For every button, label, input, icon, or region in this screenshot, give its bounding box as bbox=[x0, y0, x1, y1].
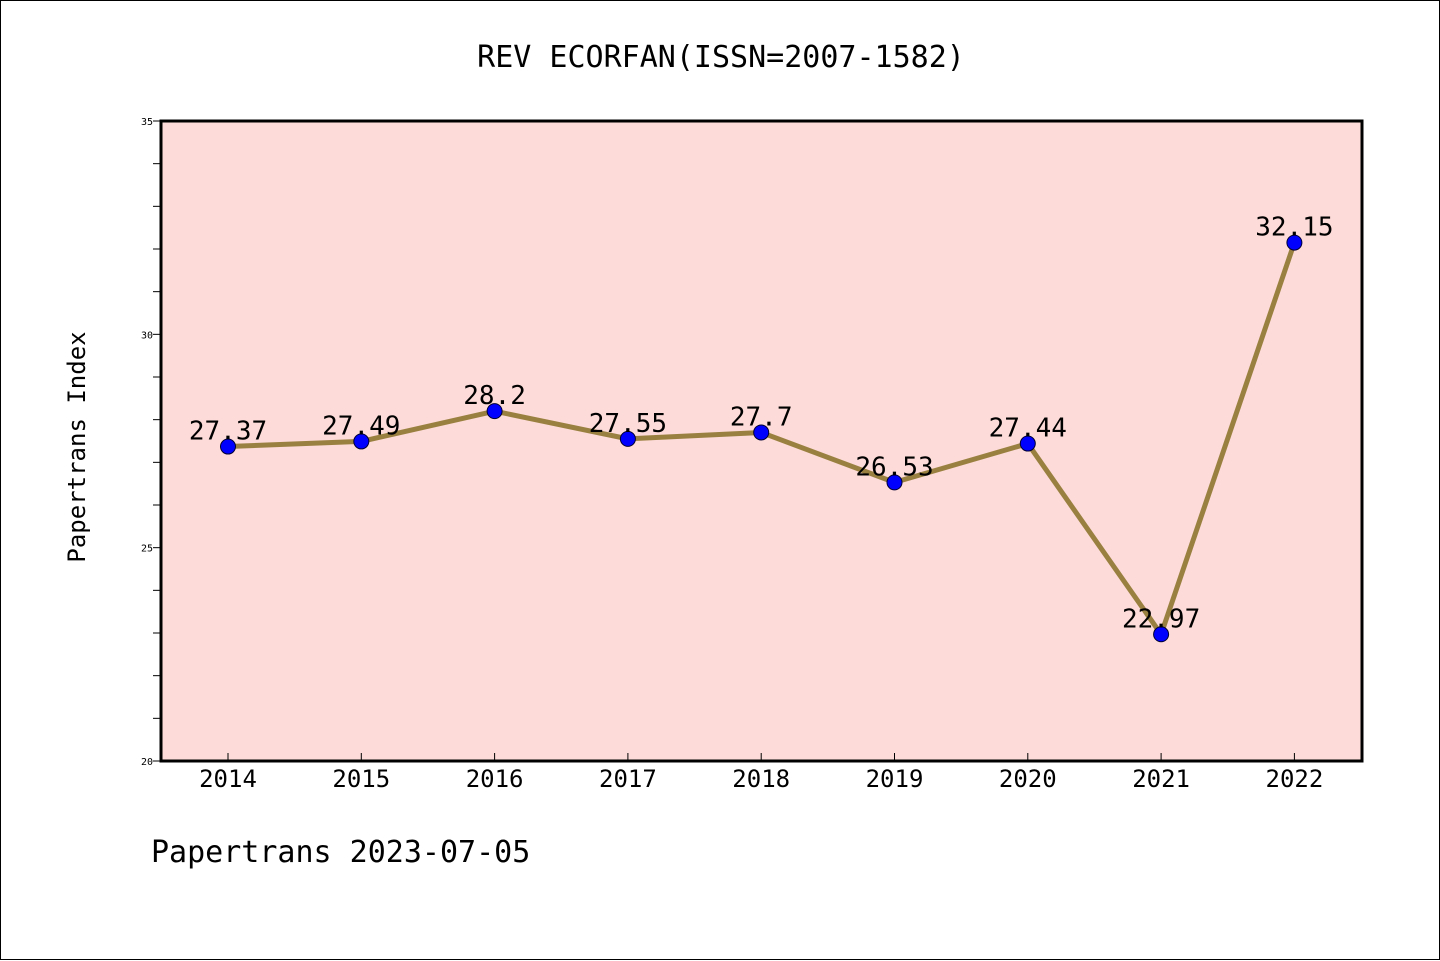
data-label: 27.55 bbox=[589, 409, 667, 439]
data-point bbox=[1153, 626, 1170, 643]
data-point bbox=[1019, 435, 1036, 452]
data-point bbox=[753, 424, 770, 441]
y-tick-label: 25 bbox=[141, 544, 153, 555]
data-label: 27.7 bbox=[730, 402, 793, 432]
chart-title: REV ECORFAN(ISSN=2007-1582) bbox=[477, 40, 965, 75]
x-tick-label: 2020 bbox=[999, 765, 1057, 793]
data-point bbox=[886, 474, 903, 491]
data-labels: 27.37 27.49 28.2 27.55 27.7 26.53 27.44 22.97 32… bbox=[189, 213, 1334, 635]
y-tick-label: 30 bbox=[141, 330, 153, 341]
x-axis: 2014 2015 2016 2017 2018 2019 2020 2021 2022 bbox=[199, 753, 1323, 793]
x-tick-label: 2017 bbox=[599, 765, 657, 793]
data-label: 26.53 bbox=[855, 452, 933, 482]
x-tick-label: 2021 bbox=[1132, 765, 1190, 793]
data-label: 22.97 bbox=[1122, 604, 1200, 634]
data-point bbox=[353, 433, 370, 450]
data-point bbox=[486, 403, 503, 420]
data-markers bbox=[220, 234, 1303, 643]
data-label: 27.49 bbox=[322, 411, 400, 441]
x-tick-label: 2019 bbox=[866, 765, 924, 793]
data-point bbox=[1286, 234, 1303, 251]
x-tick-label: 2018 bbox=[732, 765, 790, 793]
footer-caption: Papertrans 2023-07-05 bbox=[151, 835, 531, 870]
x-tick-label: 2016 bbox=[466, 765, 524, 793]
x-tick-label: 2022 bbox=[1266, 765, 1324, 793]
y-axis: 20 25 30 35 bbox=[141, 117, 161, 768]
y-tick-label: 35 bbox=[141, 117, 153, 128]
data-label: 28.2 bbox=[463, 381, 526, 411]
data-label: 27.37 bbox=[189, 417, 267, 447]
data-point bbox=[220, 438, 236, 455]
data-point bbox=[619, 430, 636, 447]
x-tick-label: 2014 bbox=[199, 765, 257, 793]
y-axis-label: Papertrans Index bbox=[63, 331, 91, 562]
data-label: 32.15 bbox=[1255, 213, 1333, 243]
data-label: 27.44 bbox=[989, 414, 1067, 444]
y-tick-label: 20 bbox=[141, 757, 153, 768]
x-tick-label: 2015 bbox=[332, 765, 390, 793]
